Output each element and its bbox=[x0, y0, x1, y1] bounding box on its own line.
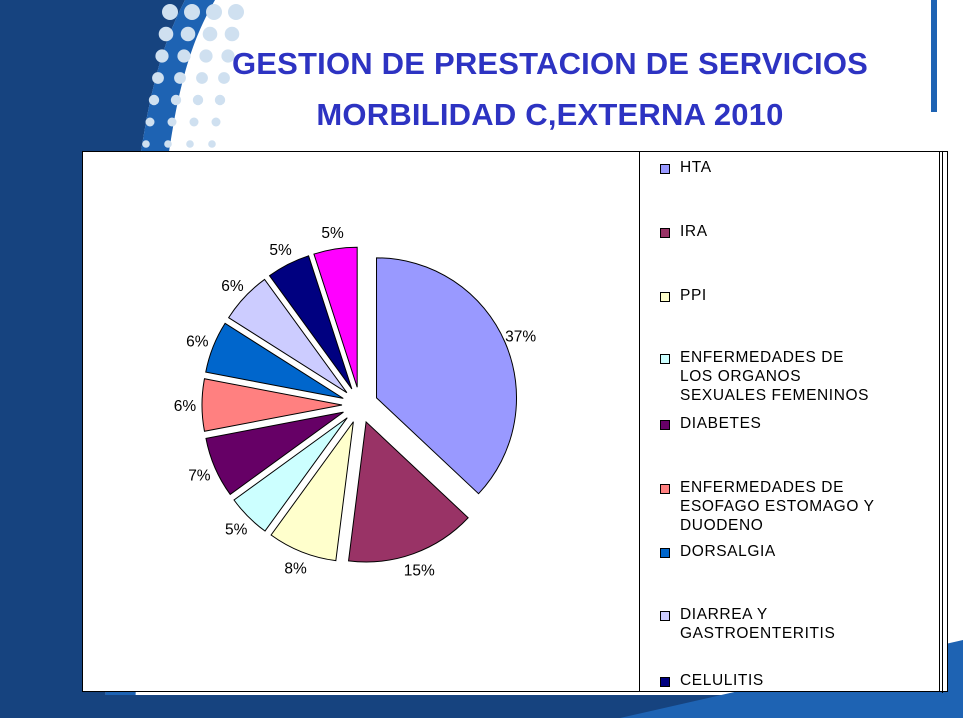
decor-dot bbox=[214, 94, 226, 106]
legend-swatch bbox=[660, 420, 670, 430]
decor-dot bbox=[184, 4, 200, 20]
pie-slice bbox=[233, 417, 348, 532]
decor-dot bbox=[208, 140, 216, 148]
slice-percent-label: 7% bbox=[188, 468, 211, 485]
pie-slice bbox=[270, 421, 354, 562]
legend-label-line: DUODENO bbox=[680, 517, 764, 534]
slide-title: GESTION DE PRESTACION DE SERVICIOS bbox=[231, 46, 869, 81]
legend-label-line: GASTROENTERITIS bbox=[680, 625, 836, 642]
decor-dot bbox=[186, 140, 194, 148]
decor-dot bbox=[189, 117, 199, 127]
decor-dot bbox=[162, 4, 178, 20]
decor-dot bbox=[192, 94, 204, 106]
pie-slice bbox=[205, 322, 344, 399]
decor-dot bbox=[148, 94, 160, 106]
legend-swatch bbox=[660, 548, 670, 558]
legend-label-line: IRA bbox=[680, 223, 708, 240]
legend-label: ENFERMEDADES DE ESOFAGO ESTOMAGO Y DUODENO bbox=[680, 478, 942, 535]
pie-slice bbox=[227, 278, 348, 394]
legend-label: ENFERMEDADES DE LOS ORGANOS SEXUALES FEMEN… bbox=[680, 348, 942, 405]
legend-label: CELULITIS bbox=[680, 671, 942, 690]
decor-dot bbox=[167, 117, 177, 127]
legend-label: DORSALGIA bbox=[680, 542, 942, 561]
legend-label: DIARREA Y GASTROENTERITIS bbox=[680, 605, 942, 643]
legend-label: HTA bbox=[680, 158, 942, 177]
decorative-dots bbox=[142, 4, 244, 148]
decor-dot bbox=[155, 49, 169, 63]
legend-swatch bbox=[660, 484, 670, 494]
decor-dot bbox=[221, 49, 235, 63]
pie-slice bbox=[347, 420, 469, 563]
slide-subtitle: MORBILIDAD C,EXTERNA 2010 bbox=[316, 97, 784, 132]
legend-label-line: ESOFAGO ESTOMAGO Y bbox=[680, 498, 875, 515]
legend-label-line: DIARREA Y bbox=[680, 606, 768, 623]
slice-percent-label: 37% bbox=[505, 328, 536, 345]
legend-label: DIABETES bbox=[680, 414, 942, 433]
legend-border bbox=[942, 152, 943, 693]
legend-label-line: SEXUALES FEMENINOS bbox=[680, 387, 870, 404]
decor-dot bbox=[228, 4, 244, 20]
slice-percent-label: 5% bbox=[269, 242, 292, 259]
legend-label-line: DORSALGIA bbox=[680, 543, 776, 560]
decor-dot bbox=[218, 72, 230, 84]
decor-dot bbox=[211, 117, 221, 127]
slice-percent-label: 6% bbox=[221, 278, 244, 295]
decor-dot bbox=[199, 49, 213, 63]
slice-percent-label: 6% bbox=[186, 334, 209, 351]
decor-dot bbox=[142, 140, 150, 148]
chart-legend: HTA IRA PPI ENFERMEDADES DE LOS ORGANOS SEXUA… bbox=[639, 151, 940, 692]
pie-slice bbox=[205, 411, 344, 496]
legend-swatch bbox=[660, 677, 670, 687]
decor-dot bbox=[152, 72, 164, 84]
chart-panel: 37% 15% 8% 5% 7% 6% 6% 6% 5% 5% HTA IRA PPI ENFERMED… bbox=[82, 151, 948, 693]
legend-label-line: ENFERMEDADES DE bbox=[680, 349, 845, 366]
legend-swatch bbox=[660, 611, 670, 621]
decor-dot bbox=[202, 26, 218, 42]
legend-label-line: HTA bbox=[680, 159, 712, 176]
legend-swatch bbox=[660, 292, 670, 302]
legend-label-line: PPI bbox=[680, 287, 707, 304]
right-accent-bar bbox=[931, 0, 937, 112]
pie-slice bbox=[313, 246, 358, 388]
decor-dot bbox=[158, 26, 174, 42]
decor-dot bbox=[170, 94, 182, 106]
pie-slice bbox=[201, 378, 343, 432]
decor-dot bbox=[164, 140, 172, 148]
legend-label: IRA bbox=[680, 222, 942, 241]
pie-slice bbox=[268, 255, 353, 390]
legend-swatch bbox=[660, 164, 670, 174]
decor-dot bbox=[174, 72, 186, 84]
legend-swatch bbox=[660, 228, 670, 238]
slice-percent-label: 15% bbox=[404, 563, 435, 580]
pie-slice bbox=[376, 257, 518, 495]
slice-percent-label: 8% bbox=[284, 561, 307, 578]
legend-label-line: DIABETES bbox=[680, 415, 762, 432]
decor-dot bbox=[206, 4, 222, 20]
decor-dot bbox=[196, 72, 208, 84]
decor-dot bbox=[177, 49, 191, 63]
legend-label-line: ENFERMEDADES DE bbox=[680, 479, 845, 496]
decor-dot bbox=[180, 26, 196, 42]
slice-percent-label: 5% bbox=[225, 522, 248, 539]
slice-percent-label: 5% bbox=[321, 225, 344, 242]
legend-label-line: CELULITIS bbox=[680, 672, 764, 689]
slice-percent-label: 6% bbox=[174, 398, 197, 415]
pie-chart: 37% 15% 8% 5% 7% 6% 6% 6% 5% 5% bbox=[174, 225, 537, 580]
legend-label-line: LOS ORGANOS bbox=[680, 368, 802, 385]
legend-label: PPI bbox=[680, 286, 942, 305]
decor-dot bbox=[224, 26, 240, 42]
legend-swatch bbox=[660, 354, 670, 364]
decor-dot bbox=[145, 117, 155, 127]
